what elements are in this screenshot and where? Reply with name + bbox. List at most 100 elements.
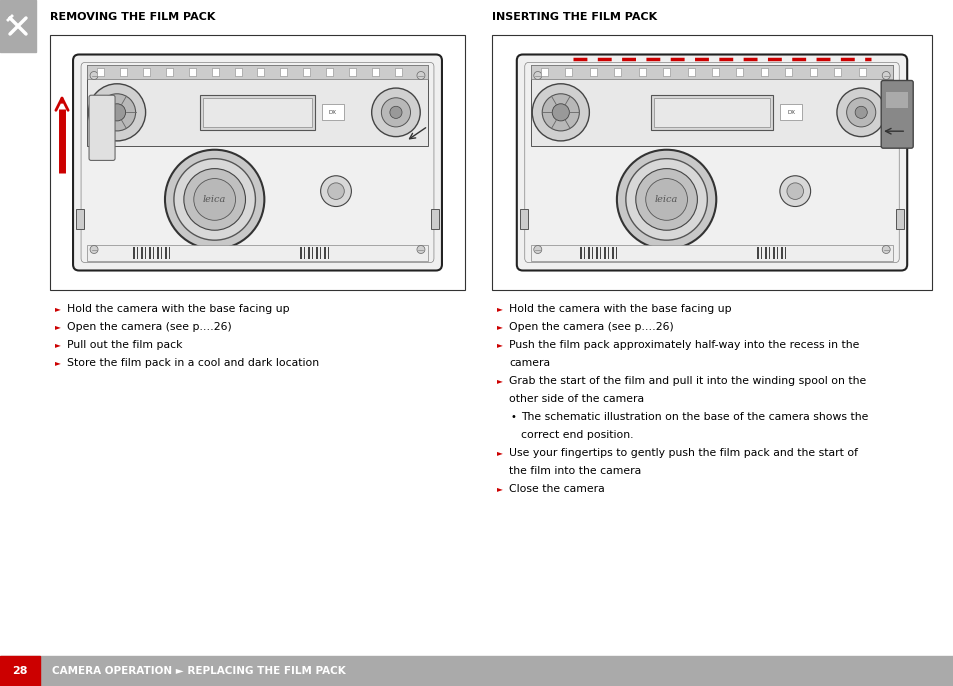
Bar: [234, 67, 241, 75]
Bar: [638, 67, 645, 75]
Circle shape: [532, 84, 589, 141]
Bar: [120, 67, 127, 75]
Circle shape: [416, 71, 424, 80]
Bar: [257, 67, 264, 75]
Circle shape: [98, 94, 135, 131]
Circle shape: [90, 71, 98, 80]
Bar: [598, 246, 600, 259]
Bar: [0, 0, 36, 52]
Text: Hold the camera with the base facing up: Hold the camera with the base facing up: [509, 304, 731, 314]
Circle shape: [328, 183, 344, 200]
Bar: [87, 244, 428, 261]
Text: The schematic illustration on the base of the camera shows the: The schematic illustration on the base o…: [520, 412, 867, 422]
Text: Store the film pack in a cool and dark location: Store the film pack in a cool and dark l…: [67, 358, 319, 368]
Bar: [540, 67, 547, 75]
Bar: [320, 246, 321, 259]
Circle shape: [836, 88, 884, 137]
Bar: [321, 104, 343, 120]
Text: ►: ►: [497, 484, 502, 493]
Circle shape: [779, 176, 810, 206]
FancyBboxPatch shape: [89, 95, 115, 161]
Text: Open the camera (see p.…26): Open the camera (see p.…26): [509, 322, 673, 332]
Bar: [145, 246, 146, 259]
Bar: [312, 246, 313, 259]
Circle shape: [109, 104, 126, 121]
Bar: [834, 67, 841, 75]
Bar: [777, 246, 778, 259]
Text: CAMERA OPERATION ► REPLACING THE FILM PACK: CAMERA OPERATION ► REPLACING THE FILM PA…: [52, 666, 345, 676]
Bar: [530, 64, 892, 146]
Bar: [50, 35, 464, 290]
Text: correct end position.: correct end position.: [520, 430, 633, 440]
Bar: [583, 246, 584, 259]
Text: leica: leica: [203, 195, 226, 204]
Circle shape: [381, 98, 410, 127]
Bar: [781, 246, 782, 259]
Bar: [711, 67, 719, 75]
Bar: [764, 246, 766, 259]
Text: •: •: [511, 412, 517, 422]
Bar: [189, 67, 195, 75]
FancyBboxPatch shape: [73, 54, 441, 270]
Circle shape: [882, 71, 889, 80]
Text: ►: ►: [497, 304, 502, 313]
Text: ►: ►: [55, 322, 61, 331]
Bar: [326, 67, 333, 75]
Bar: [280, 67, 287, 75]
Circle shape: [617, 150, 716, 249]
Text: REMOVING THE FILM PACK: REMOVING THE FILM PACK: [50, 12, 215, 22]
Bar: [780, 104, 801, 120]
Bar: [885, 92, 907, 108]
Bar: [303, 67, 310, 75]
Text: DX: DX: [786, 110, 794, 115]
Bar: [603, 246, 605, 259]
Circle shape: [534, 71, 541, 80]
Bar: [166, 67, 172, 75]
Bar: [431, 209, 438, 229]
Bar: [809, 67, 816, 75]
Text: Push the film pack approximately half-way into the recess in the: Push the film pack approximately half-wa…: [509, 340, 859, 350]
Circle shape: [854, 106, 866, 119]
Bar: [614, 67, 620, 75]
Bar: [615, 246, 616, 259]
Text: Close the camera: Close the camera: [509, 484, 604, 494]
Circle shape: [89, 84, 146, 141]
Circle shape: [541, 94, 578, 131]
Circle shape: [534, 246, 541, 254]
FancyBboxPatch shape: [517, 54, 906, 270]
Bar: [143, 67, 150, 75]
Text: ►: ►: [497, 322, 502, 331]
Bar: [395, 67, 401, 75]
Bar: [372, 67, 378, 75]
Bar: [757, 246, 759, 259]
Text: Pull out the film pack: Pull out the film pack: [67, 340, 182, 350]
Bar: [169, 246, 170, 259]
Circle shape: [90, 246, 98, 254]
Bar: [87, 64, 428, 78]
Bar: [87, 64, 428, 146]
Bar: [200, 95, 314, 130]
Bar: [212, 67, 218, 75]
Circle shape: [416, 246, 424, 254]
Circle shape: [552, 104, 569, 121]
Bar: [76, 209, 84, 229]
Bar: [0, 656, 40, 686]
Bar: [304, 246, 305, 259]
Text: ►: ►: [497, 448, 502, 457]
Circle shape: [184, 169, 245, 230]
Bar: [156, 246, 158, 259]
Bar: [611, 246, 613, 259]
Bar: [607, 246, 608, 259]
Bar: [149, 246, 151, 259]
Bar: [530, 64, 892, 78]
Bar: [858, 67, 864, 75]
Text: Use your fingertips to gently push the film pack and the start of: Use your fingertips to gently push the f…: [509, 448, 857, 458]
Bar: [687, 67, 694, 75]
Bar: [160, 246, 161, 259]
Bar: [589, 67, 596, 75]
Circle shape: [882, 246, 889, 254]
Bar: [760, 246, 761, 259]
Bar: [591, 246, 592, 259]
Bar: [784, 67, 792, 75]
Text: Open the camera (see p.…26): Open the camera (see p.…26): [67, 322, 232, 332]
